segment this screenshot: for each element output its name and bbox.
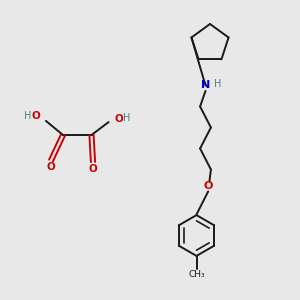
Text: O: O <box>115 113 123 124</box>
Text: O: O <box>31 111 40 122</box>
Text: O: O <box>46 162 56 172</box>
Text: H: H <box>24 111 32 121</box>
Text: H: H <box>214 79 222 89</box>
Text: O: O <box>88 164 98 173</box>
Text: N: N <box>201 80 210 91</box>
Text: H: H <box>123 113 130 123</box>
Text: O: O <box>203 181 213 191</box>
Text: CH₃: CH₃ <box>188 270 205 279</box>
